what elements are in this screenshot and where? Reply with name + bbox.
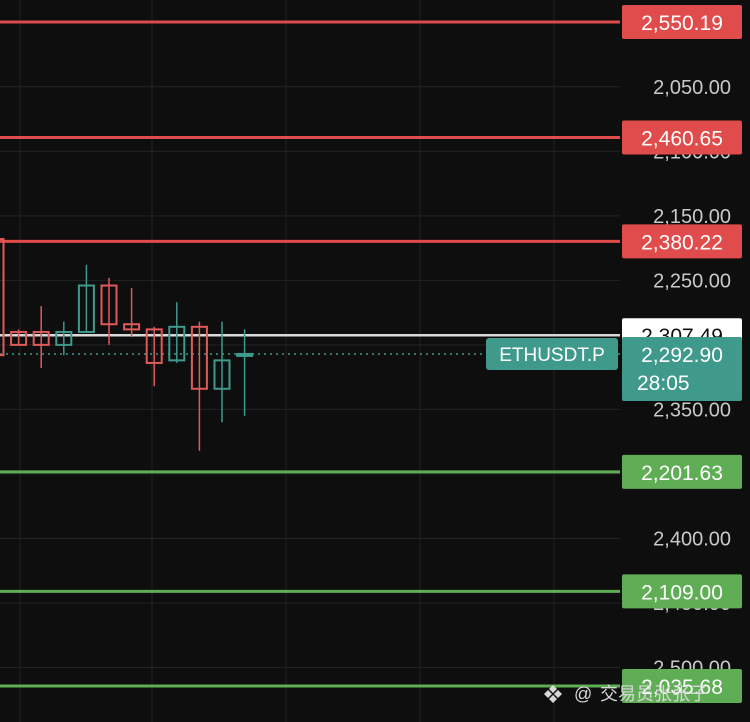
candle-body [168,325,186,362]
watermark-text: 交易员张张子 [600,684,708,704]
countdown-label: 28:05 [637,372,690,395]
level-tag-bg [622,120,742,155]
level-tag-label: 2,035.68 [641,676,723,699]
candle [190,321,208,451]
price-tick-label: 2,150.00 [653,206,731,228]
candle [168,302,186,363]
last-price-label: 2,292.90 [641,344,723,367]
candle-body [236,352,254,357]
support-level-tag: 2,201.63 [622,454,742,489]
candle-body [77,284,95,333]
level-tag-bg [622,669,742,703]
candlesticks [0,238,254,451]
candle-body [190,325,208,390]
price-tags: 2,550.19 2,460.65 2,380.22 2,201.63 2,109.00… [486,5,742,703]
level-tag-label: 2,550.19 [641,12,723,35]
candle [213,321,231,423]
last-price-tag-bg [622,337,742,402]
level-tag-label: 2,460.65 [641,128,723,151]
binance-logo-icon [544,685,562,703]
candle-body [100,284,118,326]
price-tick-label: 2,050.00 [653,77,731,99]
level-tag-bg [622,224,742,259]
symbol-label: ETHUSDT.P [499,345,605,366]
price-tick-label: 2,350.00 [653,399,731,421]
resistance-level-tag: 2,550.19 [622,5,742,39]
candle-body [32,330,50,346]
at-sign: @ [574,684,592,704]
candle [10,329,28,346]
level-tag-bg [622,5,742,39]
price-tick-label: 2,400.00 [653,528,731,550]
price-tick-label: 2,250.00 [653,270,731,292]
candle [77,264,95,333]
level-tag-bg [622,454,742,489]
watermark: @ 交易员张张子 [544,684,708,704]
candle [236,329,254,416]
level-tag-label: 2,201.63 [641,462,723,485]
support-level-tag: 2,109.00 [622,574,742,609]
level-tag-label: 2,109.00 [641,581,723,604]
candle [55,321,73,356]
resistance-level-tag: 2,380.22 [622,224,742,259]
candle-body [55,330,73,346]
candle [123,288,141,338]
candle [145,326,163,387]
candle-body [213,359,231,390]
candle [100,277,118,345]
candle-body [123,323,141,331]
candle [32,306,50,369]
last-price-tag: 2,292.90 28:05 [622,337,742,402]
symbol-tag-bg [486,338,618,371]
level-tag-label: 2,380.22 [641,231,723,254]
candle-body [10,330,28,346]
candle-body [145,328,163,364]
level-tag-bg [622,574,742,609]
support-level-tag: 2,035.68 [622,669,742,703]
symbol-tag: ETHUSDT.P [486,338,618,371]
level-lines [0,20,620,688]
candle-body [0,238,5,357]
candle [0,238,5,357]
resistance-level-tag: 2,460.65 [622,120,742,155]
